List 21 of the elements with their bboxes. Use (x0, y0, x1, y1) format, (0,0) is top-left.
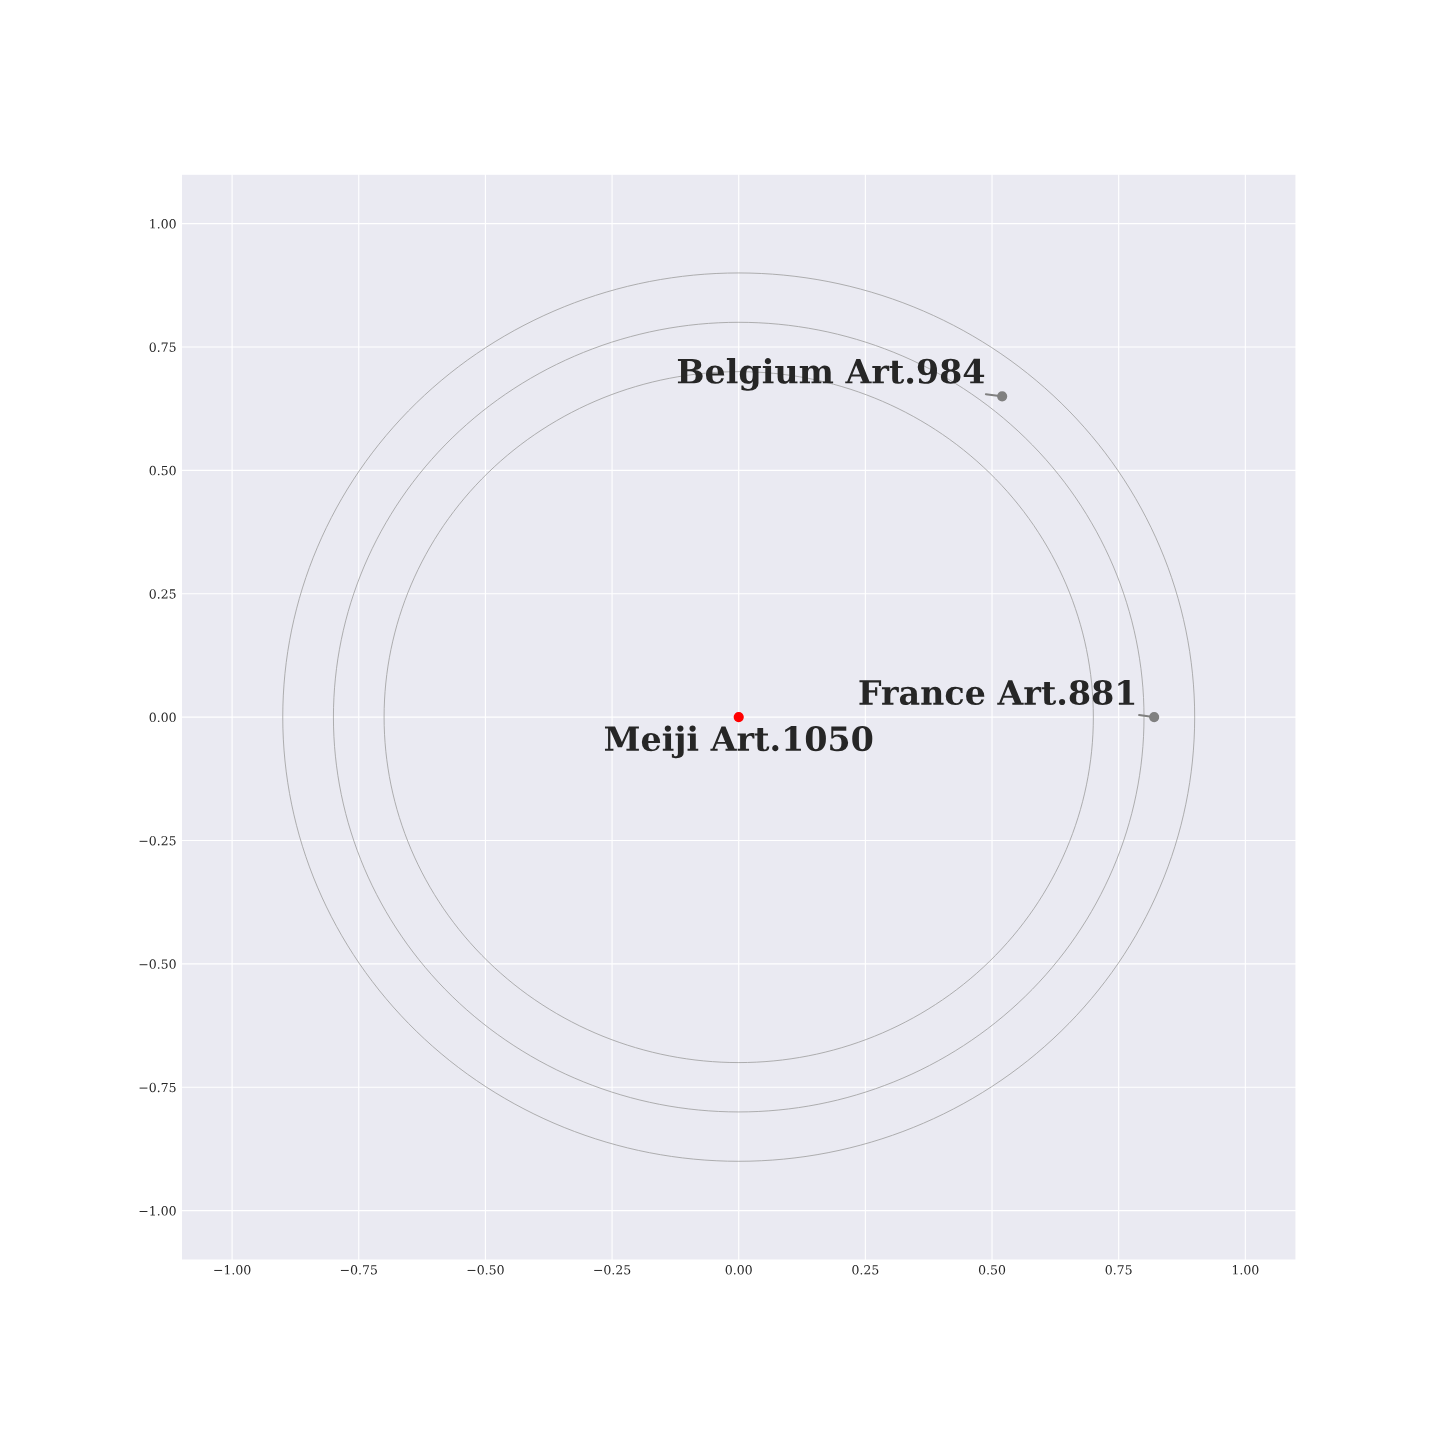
y-tick-label: 0.75 (149, 342, 176, 352)
y-tick-label: 0.50 (149, 465, 176, 476)
y-tick-label: −1.00 (139, 1206, 176, 1216)
y-tick-label: 0.00 (149, 712, 176, 723)
x-tick-label: 0.50 (978, 1265, 1006, 1275)
y-tick-label: −0.75 (139, 1082, 176, 1093)
x-tick-label: −1.00 (214, 1265, 251, 1275)
y-tick-label: −0.50 (139, 959, 176, 969)
x-tick-label: −0.25 (594, 1265, 631, 1275)
x-tick-label: −0.50 (467, 1265, 504, 1275)
annotation: Belgium Art.984 (677, 358, 985, 391)
y-tick-label: 0.25 (149, 589, 176, 599)
y-tick-label: 1.00 (150, 219, 176, 229)
annotation: France Art.881 (859, 679, 1135, 706)
annotation: Meiji Art.1050 (604, 725, 873, 759)
x-tick-label: 0.25 (852, 1265, 879, 1275)
x-tick-label: 0.00 (725, 1265, 752, 1275)
y-tick-label: −0.25 (139, 835, 176, 846)
x-tick-label: 1.00 (1232, 1265, 1259, 1275)
x-tick-label: −0.75 (340, 1265, 377, 1275)
x-tick-label: 0.75 (1105, 1265, 1132, 1275)
